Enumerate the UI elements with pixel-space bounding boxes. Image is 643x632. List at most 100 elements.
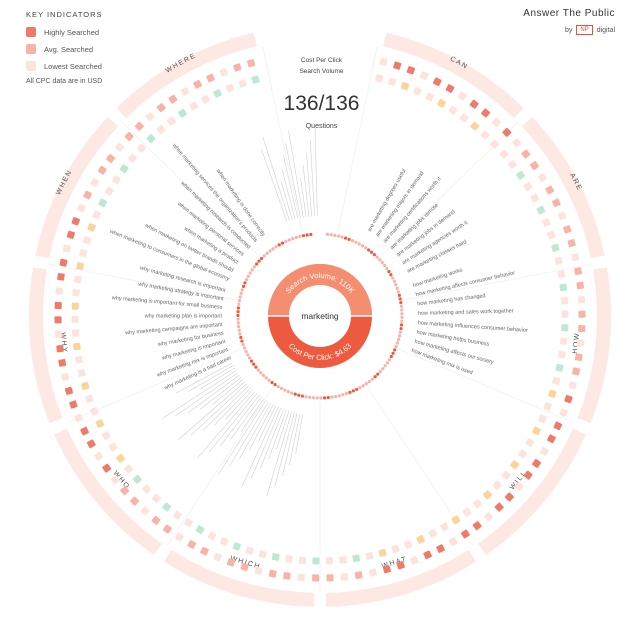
question-dot: [378, 369, 382, 374]
question-spoke: [288, 130, 304, 218]
question-dot: [238, 332, 242, 336]
question-spoke: [306, 152, 313, 217]
question-dot: [246, 274, 250, 278]
question-dot: [242, 346, 247, 350]
question-dot: [370, 250, 374, 254]
question-dot: [378, 258, 382, 262]
volume-indicator: [97, 165, 107, 175]
volume-indicator: [481, 108, 491, 118]
volume-indicator: [559, 408, 568, 417]
cpc-indicator: [440, 522, 449, 532]
volume-indicator: [59, 258, 68, 267]
question-dot: [294, 235, 298, 240]
question-dot: [376, 372, 380, 376]
volume-indicator: [382, 565, 391, 574]
question-spoke: [178, 381, 245, 440]
cpc-indicator: [98, 198, 108, 208]
question-dot: [236, 306, 240, 310]
question-dot: [344, 236, 348, 240]
question-dot: [249, 359, 254, 363]
hub-center: [289, 285, 351, 347]
question-dot: [337, 394, 341, 398]
volume-indicator: [460, 529, 470, 539]
volume-indicator: [521, 149, 531, 159]
question-label: how marketing and sales work together: [418, 308, 514, 317]
question-dot: [240, 339, 244, 343]
cpc-indicator: [378, 548, 387, 557]
volume-indicator: [124, 131, 134, 142]
volume-indicator: [151, 515, 161, 525]
cpc-indicator: [538, 414, 547, 424]
cpc-indicator: [492, 480, 502, 490]
question-dot: [262, 254, 266, 258]
cpc-indicator: [560, 297, 569, 305]
volume-indicator: [545, 185, 555, 195]
question-spoke: [295, 414, 303, 454]
question-dot: [394, 344, 398, 349]
volume-header-label: Search Volume: [299, 68, 344, 75]
question-dot: [290, 391, 294, 395]
volume-indicator: [94, 451, 104, 461]
volume-indicator: [297, 573, 305, 582]
cpc-indicator: [116, 453, 126, 463]
category-divider: [262, 45, 303, 232]
cpc-indicator: [75, 355, 83, 364]
question-dot: [298, 234, 302, 239]
question-dot: [354, 240, 358, 244]
volume-indicator: [494, 502, 504, 512]
question-dot: [287, 238, 291, 242]
volume-indicator: [574, 267, 583, 276]
question-spoke: [175, 362, 232, 394]
question-dot: [351, 389, 355, 393]
volume-indicator: [247, 59, 256, 68]
cpc-indicator: [558, 350, 566, 359]
cpc-indicator: [554, 256, 563, 265]
question-dot: [334, 394, 338, 399]
question-spoke: [208, 393, 258, 453]
question-dot: [394, 283, 398, 287]
cpc-indicator: [400, 82, 410, 91]
legend-item-high: Highly Searched: [26, 27, 176, 37]
volume-indicator: [102, 463, 112, 473]
volume-indicator: [514, 481, 524, 491]
volume-indicator: [168, 94, 178, 104]
question-dot: [265, 251, 269, 255]
volume-indicator: [469, 99, 479, 109]
cpc-indicator: [172, 510, 182, 520]
question-dot: [239, 291, 243, 295]
volume-indicator: [56, 344, 64, 353]
question-dot: [391, 351, 395, 355]
volume-indicator: [432, 77, 442, 87]
volume-indicator: [55, 287, 63, 295]
volume-indicator: [551, 198, 561, 208]
question-spoke: [310, 140, 315, 217]
volume-indicator: [110, 475, 120, 485]
volume-indicator: [491, 117, 502, 127]
legend: KEY INDICATORS Highly Searched Avg. Sear…: [26, 10, 176, 85]
question-dot: [283, 388, 287, 392]
legend-item-avg: Avg. Searched: [26, 44, 176, 54]
category-ring-segment: [116, 32, 257, 119]
question-dot: [344, 392, 349, 396]
question-dot: [367, 248, 371, 252]
question-dot: [341, 393, 345, 397]
cpc-indicator: [189, 101, 199, 111]
question-spoke: [314, 128, 318, 217]
cpc-indicator: [555, 363, 564, 372]
volume-indicator: [120, 486, 130, 496]
question-dot: [400, 319, 404, 323]
question-dot: [397, 293, 401, 297]
volume-indicator: [54, 301, 62, 310]
question-spoke: [302, 164, 310, 217]
cpc-indicator: [325, 557, 333, 565]
volume-indicator: [206, 73, 215, 83]
brand-name[interactable]: Answer The Public: [523, 8, 615, 19]
volume-indicator: [393, 61, 402, 70]
question-spoke: [239, 402, 272, 459]
volume-indicator: [226, 558, 236, 567]
volume-indicator: [523, 470, 533, 480]
volume-indicator: [74, 413, 83, 423]
question-dot: [398, 297, 402, 301]
volume-indicator: [268, 569, 277, 578]
